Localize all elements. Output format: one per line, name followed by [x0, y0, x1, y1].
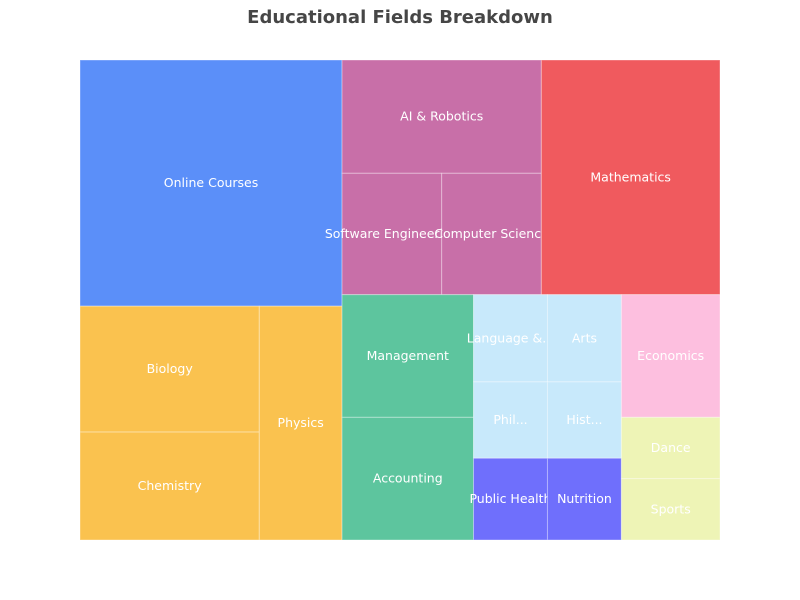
tile-physics[interactable] [258, 305, 343, 541]
tile-label-computer-science: Computer Science [434, 226, 549, 241]
tile-label-philosophy: Phil... [493, 412, 527, 427]
tile-label-nutrition: Nutrition [557, 491, 612, 506]
tile-label-dance: Dance [651, 440, 691, 455]
tile-public-health[interactable] [473, 457, 548, 541]
tile-label-history: Hist... [566, 412, 602, 427]
tile-dance[interactable] [620, 416, 721, 480]
tile-label-mathematics: Mathematics [590, 169, 671, 184]
tile-economics[interactable] [620, 294, 721, 418]
tile-accounting[interactable] [341, 416, 475, 541]
tile-biology[interactable] [79, 305, 260, 433]
tile-management[interactable] [341, 294, 475, 418]
tile-label-online-courses: Online Courses [164, 175, 258, 190]
tile-label-software-engineering: Software Engineering [325, 226, 459, 241]
tile-label-chemistry: Chemistry [138, 478, 203, 493]
tile-arts[interactable] [546, 294, 622, 383]
tile-label-public-health: Public Health [469, 491, 551, 506]
tile-label-physics: Physics [278, 415, 324, 430]
tile-language-and-literature[interactable] [473, 294, 548, 383]
tile-history[interactable] [546, 381, 622, 459]
tile-nutrition[interactable] [546, 457, 622, 541]
tile-ai-and-robotics[interactable] [341, 59, 542, 174]
tile-computer-science[interactable] [441, 172, 542, 296]
tile-label-ai-and-robotics: AI & Robotics [400, 109, 483, 124]
tile-label-language-and-literature: Language &... [467, 330, 554, 345]
chart-title: Educational Fields Breakdown [247, 7, 553, 28]
tile-label-management: Management [367, 348, 449, 363]
tile-label-biology: Biology [147, 361, 194, 376]
tile-label-arts: Arts [572, 330, 597, 345]
tile-sports[interactable] [620, 478, 721, 541]
tile-software-engineering[interactable] [341, 172, 443, 296]
tile-label-accounting: Accounting [373, 471, 443, 486]
tile-label-sports: Sports [651, 501, 691, 516]
tile-label-economics: Economics [637, 348, 704, 363]
tile-philosophy[interactable] [473, 381, 548, 459]
